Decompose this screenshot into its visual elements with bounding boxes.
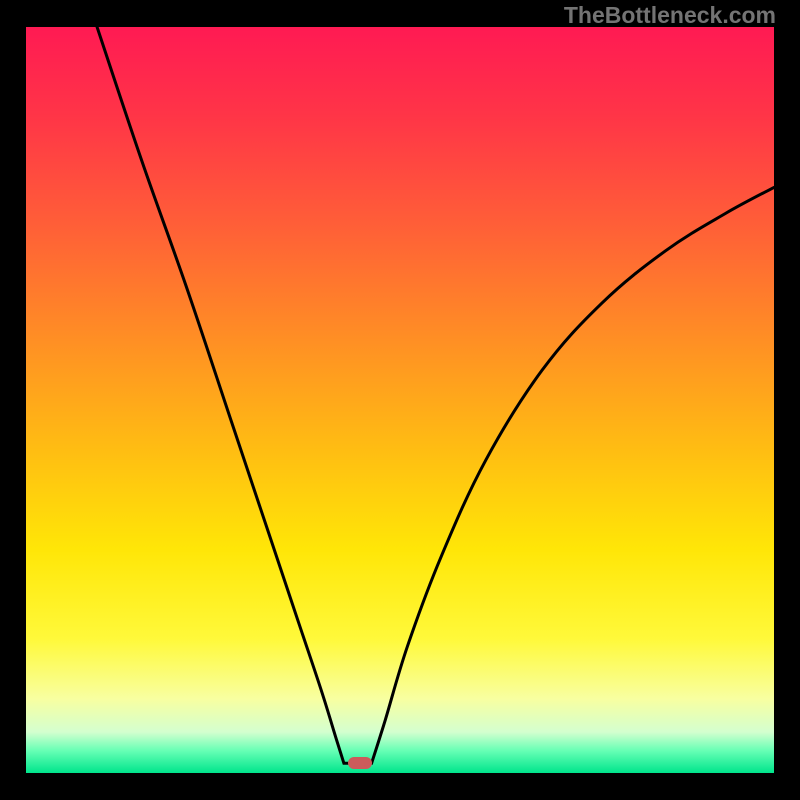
curve-svg [26, 27, 774, 773]
plot-area [26, 27, 774, 773]
watermark-label: TheBottleneck.com [564, 2, 776, 29]
bottleneck-curve [97, 27, 774, 763]
chart-outer: TheBottleneck.com [0, 0, 800, 800]
minimum-marker [348, 757, 372, 769]
